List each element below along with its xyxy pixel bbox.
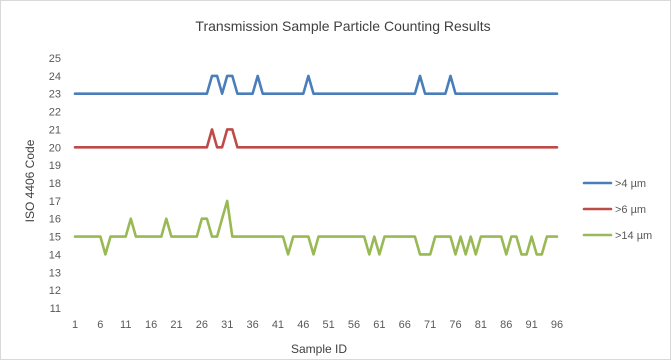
y-tick-label: 23 — [49, 89, 61, 101]
legend-label-1: >4 µm — [615, 178, 646, 190]
x-tick-label: 16 — [145, 319, 157, 331]
y-tick-label: 13 — [49, 267, 61, 279]
series-lines — [73, 74, 559, 256]
legend: >4 µm >6 µm >14 µm — [582, 178, 652, 242]
x-tick-label: 66 — [399, 319, 411, 331]
x-tick-label: 21 — [170, 319, 182, 331]
x-tick-label: 36 — [246, 319, 258, 331]
x-tick-label: 61 — [373, 319, 385, 331]
x-tick-label: 91 — [526, 319, 538, 331]
y-tick-label: 17 — [49, 196, 61, 208]
x-tick-label: 81 — [475, 319, 487, 331]
legend-label-2: >6 µm — [615, 204, 646, 216]
y-axis-title: ISO 4406 Code — [23, 139, 37, 222]
y-tick-label: 16 — [49, 214, 61, 226]
x-tick-label: 51 — [323, 319, 335, 331]
y-tick-label: 11 — [50, 303, 61, 315]
y-tick-label: 25 — [49, 53, 61, 65]
x-tick-label: 56 — [348, 319, 360, 331]
x-tick-label: 6 — [97, 319, 103, 331]
x-axis-ticks: 1 6 11 16 21 26 31 36 41 46 51 56 61 66 71 76 81 86 91 96 — [72, 319, 563, 331]
x-tick-label: 31 — [221, 319, 233, 331]
y-tick-label: 19 — [49, 160, 61, 172]
x-axis-title: Sample ID — [291, 342, 347, 356]
x-tick-label: 26 — [196, 319, 208, 331]
x-tick-label: 41 — [272, 319, 284, 331]
x-tick-label: 76 — [449, 319, 461, 331]
y-tick-label: 15 — [49, 232, 61, 244]
x-tick-label: 71 — [424, 319, 436, 331]
series-line-3 — [73, 199, 559, 256]
legend-label-3: >14 µm — [615, 230, 652, 242]
x-tick-label: 96 — [551, 319, 563, 331]
x-tick-label: 11 — [120, 319, 131, 331]
x-tick-label: 1 — [72, 319, 78, 331]
y-tick-label: 24 — [49, 71, 61, 83]
y-tick-label: 18 — [49, 178, 61, 190]
y-tick-label: 20 — [49, 142, 61, 154]
y-tick-label: 22 — [49, 107, 61, 119]
series-line-1 — [73, 74, 559, 95]
series-line-2 — [73, 128, 559, 149]
x-tick-label: 46 — [297, 319, 309, 331]
y-tick-label: 14 — [49, 249, 61, 261]
y-axis-ticks: 11 12 13 14 15 16 17 18 19 20 21 22 23 24 25 — [49, 53, 61, 315]
chart-title: Transmission Sample Particle Counting Re… — [195, 18, 490, 34]
y-tick-label: 21 — [49, 124, 61, 136]
y-tick-label: 12 — [49, 285, 61, 297]
x-tick-label: 86 — [500, 319, 512, 331]
